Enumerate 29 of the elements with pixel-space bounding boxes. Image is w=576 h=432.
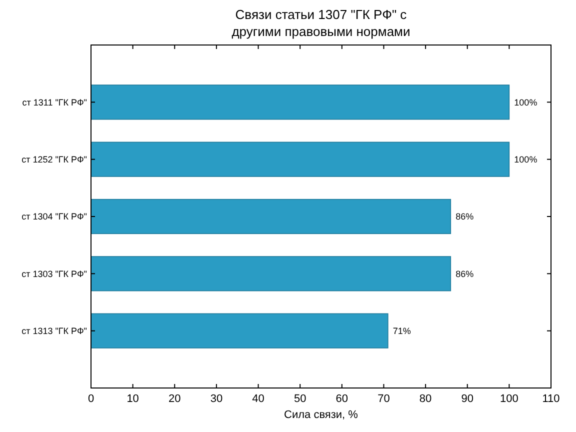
data-label: 100%: [514, 97, 538, 108]
data-label: 86%: [456, 212, 474, 222]
chart-title: Связи статьи 1307 "ГК РФ" с другими правовыми нормами: [232, 7, 410, 39]
x-tick-label: 100: [500, 393, 518, 405]
y-tick-label: ст 1311 "ГК РФ": [22, 97, 87, 108]
y-tick-label: ст 1252 "ГК РФ": [22, 154, 87, 164]
y-tick-label: ст 1304 "ГК РФ": [22, 212, 87, 222]
bar: [90, 84, 510, 120]
x-tick-label: 30: [210, 393, 223, 405]
data-label: 100%: [514, 154, 538, 164]
bar: [90, 313, 388, 348]
y-tick-label: ст 1313 "ГК РФ": [22, 326, 87, 336]
x-tick-label: 80: [419, 393, 432, 405]
x-tick-label: 110: [542, 393, 560, 405]
x-tick-label: 20: [168, 393, 181, 405]
x-tick-label: 40: [252, 393, 264, 405]
x-tick-label: 0: [88, 393, 94, 405]
bar: [90, 198, 452, 234]
bar: [90, 142, 510, 177]
x-tick-label: 10: [126, 393, 139, 405]
x-tick-label: 50: [294, 393, 306, 405]
x-axis-title: Сила связи, %: [284, 409, 358, 421]
x-tick-label: 70: [378, 393, 390, 405]
bar: [90, 256, 452, 292]
data-label: 86%: [456, 268, 474, 279]
x-tick-label: 90: [461, 393, 474, 405]
data-label: 71%: [392, 326, 411, 336]
y-tick-label: ст 1303 "ГК РФ": [22, 268, 87, 279]
x-tick-label: 60: [336, 393, 348, 405]
